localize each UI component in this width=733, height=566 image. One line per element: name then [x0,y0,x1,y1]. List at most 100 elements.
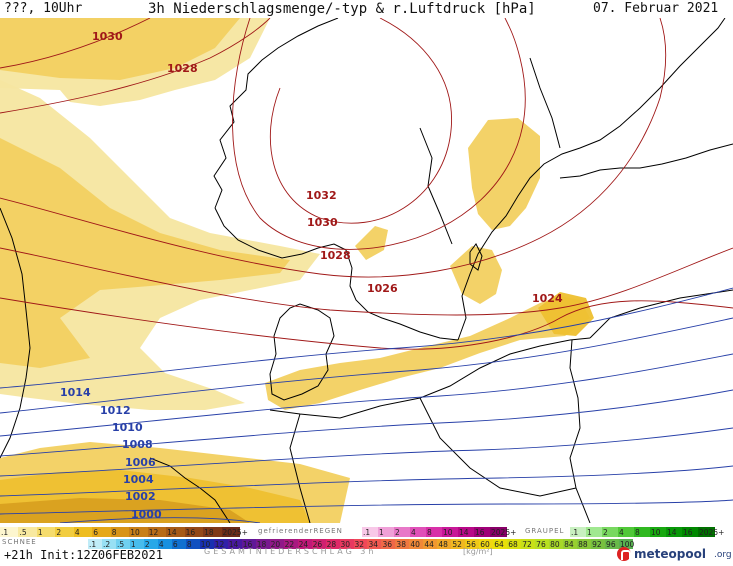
header: ???, 10Uhr 3h Niederschlagsmenge/-typ & … [0,0,733,18]
isobar-label: 1030 [92,30,123,43]
logo-tld: .org [714,550,732,560]
legend-tick: 68 [508,540,518,549]
legend-swatch [634,527,651,537]
legend-swatch [465,539,480,549]
legend-swatch [115,539,131,549]
legend-swatch [241,539,257,549]
isobar-label: 1008 [122,438,153,451]
legend-tick: 1 [587,528,592,537]
coastline-uk [0,207,31,459]
precip-area-west-core [0,138,290,368]
legend-tick: 84 [564,540,574,549]
isobar-line [0,317,733,414]
isobar-label: 1006 [125,456,156,469]
legend-swatch [591,539,606,549]
legend-tick: 24 [298,540,309,549]
legend-swatch [458,527,475,537]
legend-swatch [602,527,619,537]
legend-swatch [339,539,354,549]
isobar-label: 1010 [112,421,143,434]
legend-swatch [221,527,241,537]
legend-swatch [698,527,715,537]
legend-tick: 16 [185,528,196,537]
legend-schnee-label: SCHNEE [2,538,37,546]
legend-swatch [451,539,466,549]
legend-tick: 4 [411,528,416,537]
isobar-label: 1026 [367,282,398,295]
border-scandinavia [419,127,453,245]
coastline-finland [559,143,733,179]
isobar-label: 1028 [167,62,198,75]
coastline-gotland [469,243,483,271]
legend-swatch [88,539,103,549]
legend-tick: 40 [410,540,420,549]
legend-tick: 22 [284,540,295,549]
legend-swatch [171,539,187,549]
legend-swatch [129,527,149,537]
legend-swatch [521,539,536,549]
isobar-line [0,353,733,437]
legend-swatch [549,539,564,549]
legend-tick: 2 [56,528,62,537]
legend-tick: 8 [111,528,117,537]
legend-tick: 14 [667,528,677,537]
legend-tick: 96 [606,540,616,549]
legend-tick: 10 [651,528,661,537]
border-germany-south [419,397,577,497]
legend-tick: .2 [102,540,111,549]
legend-swatch [213,539,229,549]
precip-area-poland-spot [538,292,594,336]
legend-tick: 8 [635,528,640,537]
legend-swatch [143,539,159,549]
legend-rain-scale [88,539,634,549]
legend-tick: 8 [427,528,432,537]
legend-swatch [563,539,578,549]
legend-swatch [493,539,508,549]
isobar-line [0,427,733,477]
isobar-line [269,18,452,224]
legend-swatch [199,539,215,549]
legend-swatch [0,527,19,537]
isobar-line [0,297,733,350]
legend-swatch [410,527,427,537]
legend-tick: 6 [93,528,99,537]
legend-tick: 30 [340,540,351,549]
legend-tick: 60 [480,540,490,549]
legend-tick: 2025+ [491,528,517,537]
legend-tick: 10 [200,540,211,549]
isobar-line [0,18,667,278]
legend-swatch [101,539,117,549]
legend-tick: 88 [578,540,588,549]
legend-tick: .1 [1,528,9,537]
legend-swatch [55,527,75,537]
precip-area-baltic-blob [450,246,502,304]
legend-swatch [311,539,327,549]
legend-tick: 14 [167,528,177,537]
isobar-label: 1028 [320,249,351,262]
legend-swatch [362,527,379,537]
legend-tick: 2025+ [222,528,248,537]
isobar-label: 1032 [306,189,337,202]
legend-tick: 18 [204,528,214,537]
total-precip-label: GESAMTNIEDERSCHLAG 3h [204,547,377,556]
precip-area-sweden-east [468,118,540,230]
legend-swatch [283,539,299,549]
legend-swatch [682,527,699,537]
legend-tick: 48 [438,540,448,549]
model-run-info: +21h Init:12Z06FEB2021 [4,548,163,562]
legend-swatch [409,539,424,549]
legend-tick: 1 [37,528,43,537]
legend-swatch [442,527,459,537]
coastline-germany-north [269,337,591,419]
isobar-line [0,287,733,389]
legend-tick: 44 [424,540,434,549]
legend-swatch [203,527,223,537]
legend-tick: 32 [354,540,365,549]
legend-swatch [586,527,603,537]
legend-tick: 56 [466,540,476,549]
isobar-label: 1012 [100,404,131,417]
legend-tick: 14 [459,528,469,537]
isobar-line [0,18,271,114]
weather-map[interactable]: 1030 1028 1032 1030 1028 1026 1024 1014 1012 1010… [0,18,733,523]
